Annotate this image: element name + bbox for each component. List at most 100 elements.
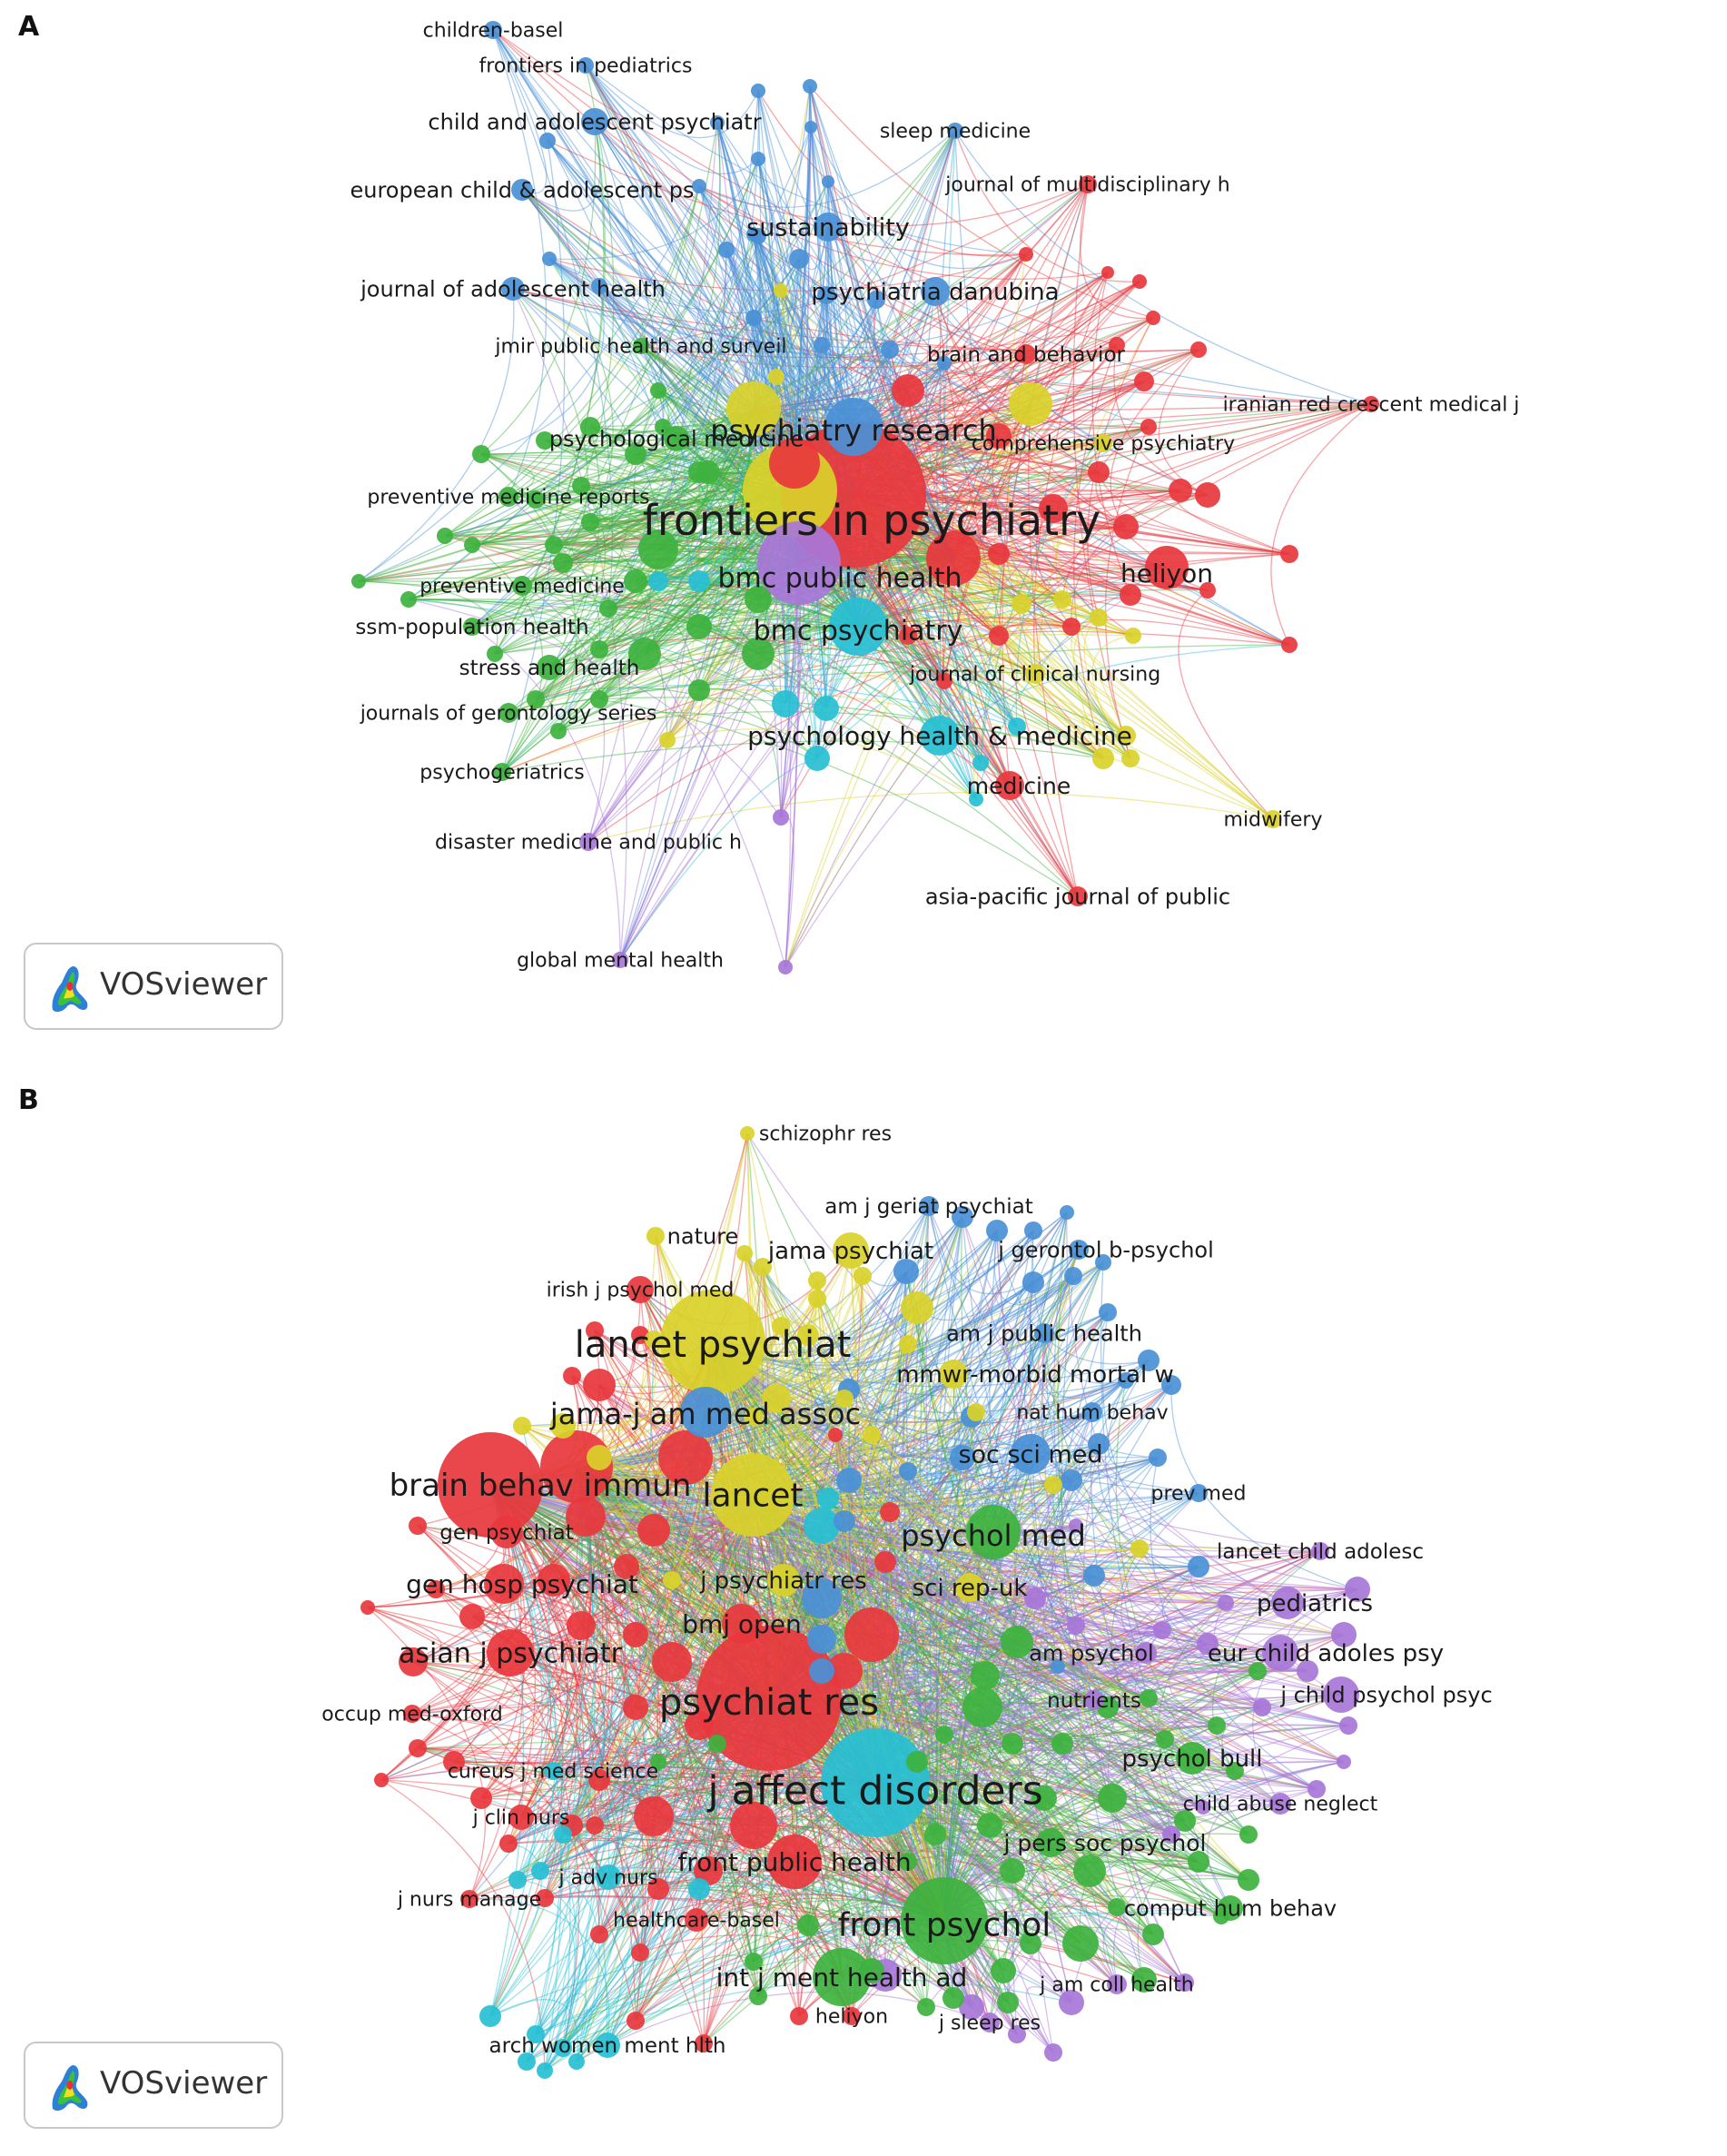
network-node[interactable] bbox=[962, 1687, 1002, 1727]
network-node[interactable] bbox=[937, 356, 952, 371]
network-node[interactable] bbox=[1149, 1449, 1167, 1467]
network-node[interactable] bbox=[537, 2062, 553, 2079]
network-node[interactable] bbox=[1140, 419, 1157, 435]
network-node[interactable] bbox=[804, 746, 830, 771]
network-node[interactable] bbox=[867, 291, 885, 309]
network-node[interactable] bbox=[1022, 1271, 1044, 1293]
network-node[interactable] bbox=[1061, 1469, 1082, 1491]
network-node[interactable] bbox=[545, 536, 563, 554]
network-node[interactable] bbox=[742, 638, 775, 670]
network-node[interactable] bbox=[1083, 1565, 1105, 1587]
network-node[interactable] bbox=[1280, 545, 1298, 563]
network-node[interactable] bbox=[863, 1426, 881, 1444]
network-node[interactable] bbox=[745, 586, 772, 613]
network-node[interactable] bbox=[581, 513, 599, 531]
network-node[interactable] bbox=[627, 2012, 645, 2030]
network-node[interactable] bbox=[808, 1271, 826, 1290]
network-node[interactable] bbox=[814, 337, 830, 353]
network-node[interactable] bbox=[539, 133, 556, 149]
network-node[interactable] bbox=[572, 477, 590, 495]
journal-node[interactable] bbox=[1016, 344, 1036, 364]
network-node[interactable] bbox=[623, 1622, 648, 1647]
journal-node[interactable] bbox=[498, 487, 518, 507]
network-node[interactable] bbox=[769, 438, 820, 489]
network-node[interactable] bbox=[663, 1571, 681, 1589]
network-node[interactable] bbox=[772, 690, 799, 717]
network-node[interactable] bbox=[1146, 311, 1160, 325]
journal-node[interactable] bbox=[920, 716, 960, 756]
network-node[interactable] bbox=[797, 1914, 819, 1936]
network-node[interactable] bbox=[1088, 461, 1110, 483]
network-node[interactable] bbox=[628, 638, 661, 670]
network-node[interactable] bbox=[508, 1871, 527, 1889]
network-node[interactable] bbox=[804, 1508, 840, 1544]
journal-node[interactable] bbox=[512, 576, 532, 596]
network-node[interactable] bbox=[1120, 584, 1141, 606]
journal-node[interactable] bbox=[995, 771, 1024, 800]
journal-node[interactable] bbox=[1079, 175, 1097, 193]
network-node[interactable] bbox=[655, 419, 671, 435]
network-node[interactable] bbox=[751, 152, 765, 166]
network-node[interactable] bbox=[527, 690, 545, 708]
network-node[interactable] bbox=[550, 723, 567, 739]
network-node[interactable] bbox=[1039, 494, 1068, 523]
network-node[interactable] bbox=[1051, 1733, 1073, 1755]
network-node[interactable] bbox=[710, 115, 725, 130]
network-node[interactable] bbox=[686, 614, 712, 639]
network-node[interactable] bbox=[1113, 514, 1139, 539]
network-node[interactable] bbox=[1195, 482, 1220, 508]
network-node[interactable] bbox=[1090, 608, 1108, 627]
network-node[interactable] bbox=[814, 696, 839, 721]
network-node[interactable] bbox=[1169, 479, 1192, 502]
network-node[interactable] bbox=[472, 445, 490, 463]
network-node[interactable] bbox=[899, 1335, 917, 1353]
network-node[interactable] bbox=[1073, 1854, 1106, 1887]
network-node[interactable] bbox=[1239, 1825, 1258, 1844]
network-node[interactable] bbox=[591, 278, 607, 294]
network-node[interactable] bbox=[924, 1824, 946, 1845]
network-node[interactable] bbox=[1132, 274, 1147, 289]
network-node[interactable] bbox=[409, 1739, 427, 1757]
journal-node[interactable] bbox=[1264, 810, 1282, 828]
network-node[interactable] bbox=[499, 1835, 518, 1853]
network-node[interactable] bbox=[567, 1611, 596, 1640]
journal-node[interactable] bbox=[577, 57, 594, 74]
network-node[interactable] bbox=[1253, 1698, 1271, 1716]
network-node[interactable] bbox=[892, 374, 924, 407]
network-node[interactable] bbox=[881, 341, 899, 359]
network-node[interactable] bbox=[751, 84, 765, 98]
network-node[interactable] bbox=[688, 679, 710, 701]
network-node[interactable] bbox=[917, 1998, 935, 2016]
journal-node[interactable] bbox=[1094, 434, 1112, 452]
network-node[interactable] bbox=[513, 1417, 531, 1435]
journal-node[interactable] bbox=[501, 277, 525, 301]
network-node[interactable] bbox=[836, 1468, 862, 1493]
network-node[interactable] bbox=[590, 1925, 608, 1943]
journal-node[interactable] bbox=[633, 338, 649, 354]
network-node[interactable] bbox=[967, 1403, 985, 1421]
network-node[interactable] bbox=[726, 381, 781, 436]
network-node[interactable] bbox=[708, 1735, 726, 1753]
network-node[interactable] bbox=[1199, 582, 1216, 598]
network-node[interactable] bbox=[1190, 341, 1207, 358]
journal-node[interactable] bbox=[498, 703, 518, 723]
network-node[interactable] bbox=[718, 242, 735, 258]
network-node[interactable] bbox=[563, 1367, 581, 1385]
network-node[interactable] bbox=[807, 1625, 836, 1654]
network-node[interactable] bbox=[1044, 1476, 1062, 1494]
journal-node[interactable] bbox=[664, 426, 689, 451]
journal-node[interactable] bbox=[579, 833, 597, 851]
network-node[interactable] bbox=[659, 732, 676, 748]
network-node[interactable] bbox=[351, 574, 366, 588]
journal-node[interactable] bbox=[1363, 396, 1379, 412]
network-node[interactable] bbox=[1098, 1784, 1127, 1813]
network-node[interactable] bbox=[1044, 2043, 1062, 2062]
network-node[interactable] bbox=[590, 690, 608, 708]
network-node[interactable] bbox=[1008, 717, 1026, 736]
network-node[interactable] bbox=[1053, 590, 1071, 608]
network-node[interactable] bbox=[623, 1695, 648, 1720]
network-node[interactable] bbox=[1218, 1595, 1234, 1611]
network-node[interactable] bbox=[778, 960, 793, 974]
network-node[interactable] bbox=[374, 1773, 389, 1787]
network-node[interactable] bbox=[874, 1551, 896, 1573]
